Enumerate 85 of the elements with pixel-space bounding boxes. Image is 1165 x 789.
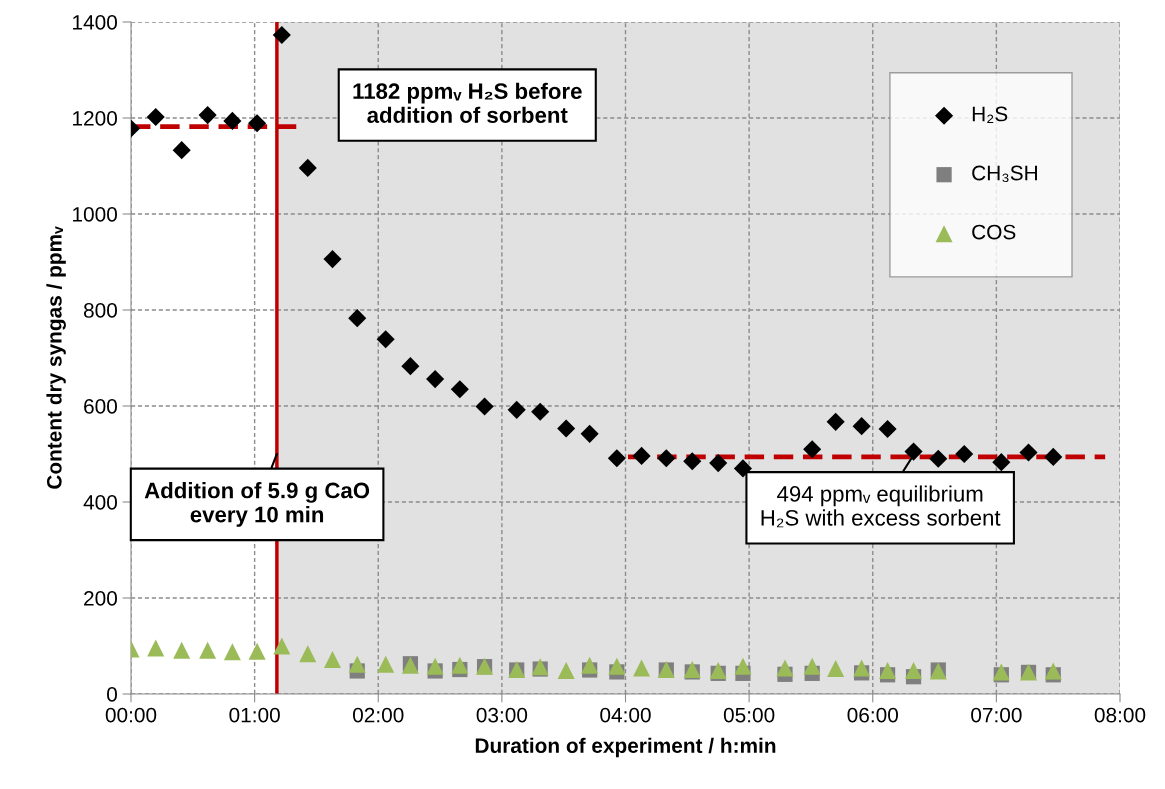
point [531,402,550,421]
point [607,449,626,468]
point [709,661,727,679]
legend-label: CH₃SH [972,165,1037,183]
point [826,412,845,431]
point [608,657,626,675]
annotation: 494 ppmᵥ equilibrium H₂S with excess sorbent [761,485,1001,528]
y-axis-title: Content dry syngas / ppmᵥ [46,226,66,489]
point [1044,447,1063,466]
x-tick-label: 07:00 [971,707,1022,723]
point [223,643,241,661]
point [853,659,871,677]
y-tick-label: 800 [83,303,117,318]
point [426,370,445,389]
point [905,661,923,679]
point [272,25,291,45]
x-tick-label: 05:00 [723,707,775,723]
point [273,637,291,655]
annotation: 1182 ppmᵥ H₂S before addition of sorbent [353,82,582,123]
point [450,380,469,399]
x-tick-label: 04:00 [600,707,651,723]
point [992,663,1010,681]
point [1044,662,1062,680]
point [581,656,599,674]
y-tick-label: 1400 [73,15,117,30]
point [734,657,752,675]
point [298,158,317,177]
y-tick-label: 200 [84,591,117,606]
point [199,641,217,659]
point [955,444,974,464]
annotation: Addition of 5.9 g CaO every 10 min [144,482,370,527]
point [709,454,728,473]
point [776,659,794,677]
x-tick-label: 02:00 [353,707,404,723]
y-tick-label: 400 [83,495,117,510]
y-tick-label: 600 [84,399,117,414]
point [929,449,948,468]
point [475,397,494,416]
point [657,449,676,468]
point [879,661,897,679]
point [852,417,871,436]
point [376,330,395,349]
x-tick-label: 01:00 [229,707,280,723]
point [323,250,342,269]
x-tick-label: 08:00 [1094,707,1146,723]
point [401,357,420,376]
y-tick-label: 1000 [73,207,117,222]
point [299,645,317,663]
point [172,141,191,160]
point [146,107,165,127]
point [147,639,165,657]
point [223,111,242,130]
x-axis-title: Duration of experiment / h:min [475,737,776,758]
point [248,642,266,660]
point [1019,443,1038,462]
y-tick-label: 1200 [73,111,117,126]
point [557,419,576,438]
x-tick-label: 00:00 [105,707,157,723]
point [733,459,752,478]
point [803,440,822,459]
point [904,442,923,461]
point [633,659,651,677]
x-tick-label: 06:00 [847,707,898,723]
point [377,655,395,673]
point [173,641,191,659]
point [878,419,897,439]
point [683,452,702,471]
legend-label: COS [972,224,1016,240]
point [827,660,845,678]
point [557,661,575,679]
point [451,656,469,674]
point [992,453,1011,472]
point [803,657,821,675]
point [348,309,367,328]
point [507,400,526,419]
point [580,424,599,443]
point [426,657,444,675]
point [198,106,217,125]
point [248,114,267,133]
x-tick-label: 03:00 [476,707,528,723]
point [632,446,651,465]
point [348,655,366,673]
point [324,650,342,668]
y-tick-label: 0 [107,687,117,702]
legend-label: H₂S [972,106,1008,123]
